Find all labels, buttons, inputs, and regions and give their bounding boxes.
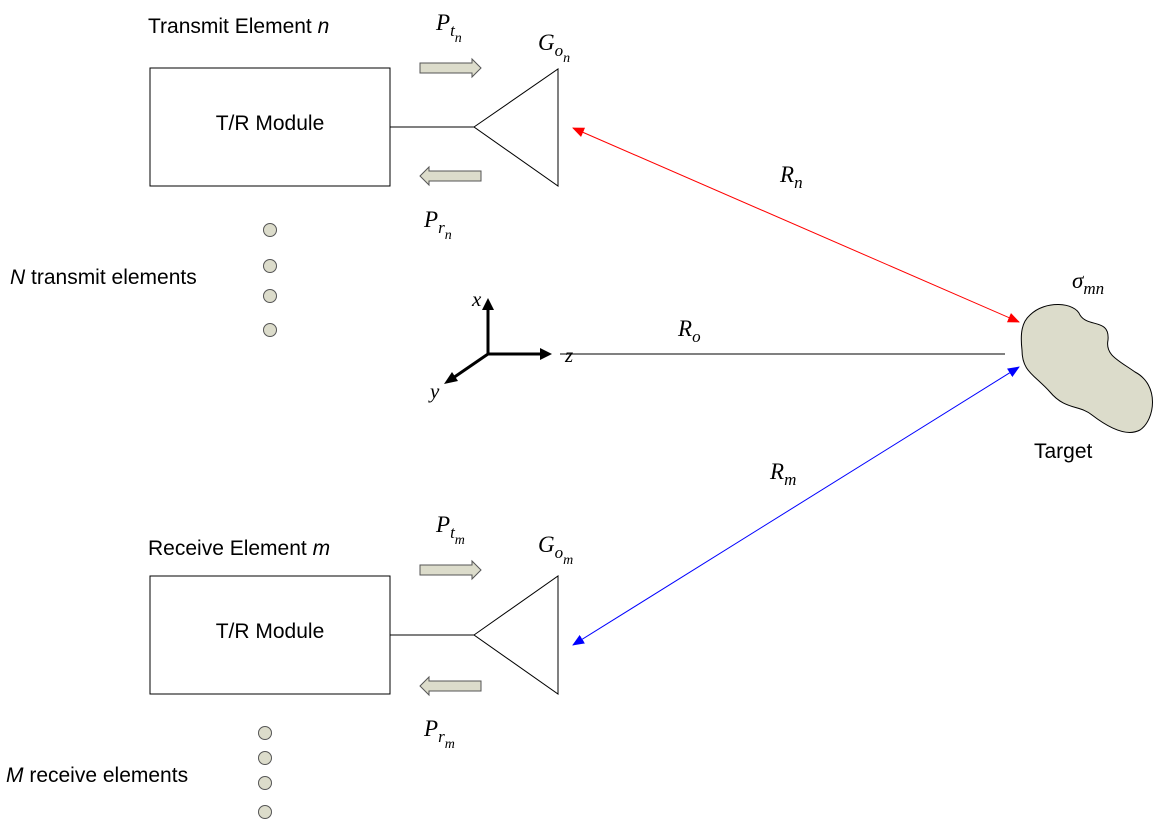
receive-power-in-arrow [419,675,482,697]
transmit-count-label: N transmit elements [10,266,197,289]
target-label: Target [1034,440,1093,463]
transmit-ellipsis-dot [263,259,277,273]
receive-range-line [572,366,1020,646]
receive-tr-module-label: T/R Module [216,620,325,643]
receive-power-out-label: Ptm [435,512,465,548]
transmit-gain-label: Gon [538,30,570,66]
transmit-power-in-label: Prn [423,207,452,243]
target-shape [1020,304,1153,433]
receive-ellipsis-dot [258,726,272,740]
receive-antenna-horn [473,575,559,695]
receive-power-out-arrow [419,559,482,581]
transmit-power-in-arrow [419,165,482,187]
receive-ellipsis-dot [258,751,272,765]
transmit-range-line [572,127,1020,323]
target-group: Target σmn [1020,268,1153,463]
transmit-ellipsis-dot [263,223,277,237]
y-axis-line [452,352,489,380]
transmit-power-out-label: Ptn [435,10,462,46]
transmit-element-group: Transmit Element n T/R Module Ptn Prn Go… [10,10,570,337]
transmit-tr-module-box [149,67,391,187]
x-axis-arrowhead [482,298,494,310]
transmit-ellipsis-dot [263,323,277,337]
target-rcs-label: σmn [1072,268,1104,298]
transmit-range-label: Rn [779,162,803,192]
transmit-tr-module-label: T/R Module [216,112,325,135]
receive-gain-label: Gom [538,532,573,568]
transmit-ellipsis-dot [263,289,277,303]
z-axis-arrowhead [540,348,552,360]
receive-ellipsis-dot [258,776,272,790]
y-axis-arrowhead [444,372,458,384]
transmit-power-out-arrow [419,57,482,79]
z-axis-label: z [564,343,573,367]
transmit-element-label: Transmit Element n [148,15,329,38]
receive-tr-module-box [149,575,391,695]
reference-range-label: Ro [677,316,701,346]
x-axis-label: x [471,287,482,311]
receive-element-label: Receive Element m [148,537,330,560]
receive-element-group: Receive Element m T/R Module Ptm Prm Gom… [6,512,573,819]
receive-ellipsis-dot [258,805,272,819]
coordinate-axes: x z y [428,287,573,403]
receive-range-label: Rm [769,459,796,489]
transmit-antenna-horn [473,68,559,187]
y-axis-label: y [428,379,440,403]
receive-count-label: M receive elements [6,764,188,787]
receive-power-in-label: Prm [423,716,455,752]
